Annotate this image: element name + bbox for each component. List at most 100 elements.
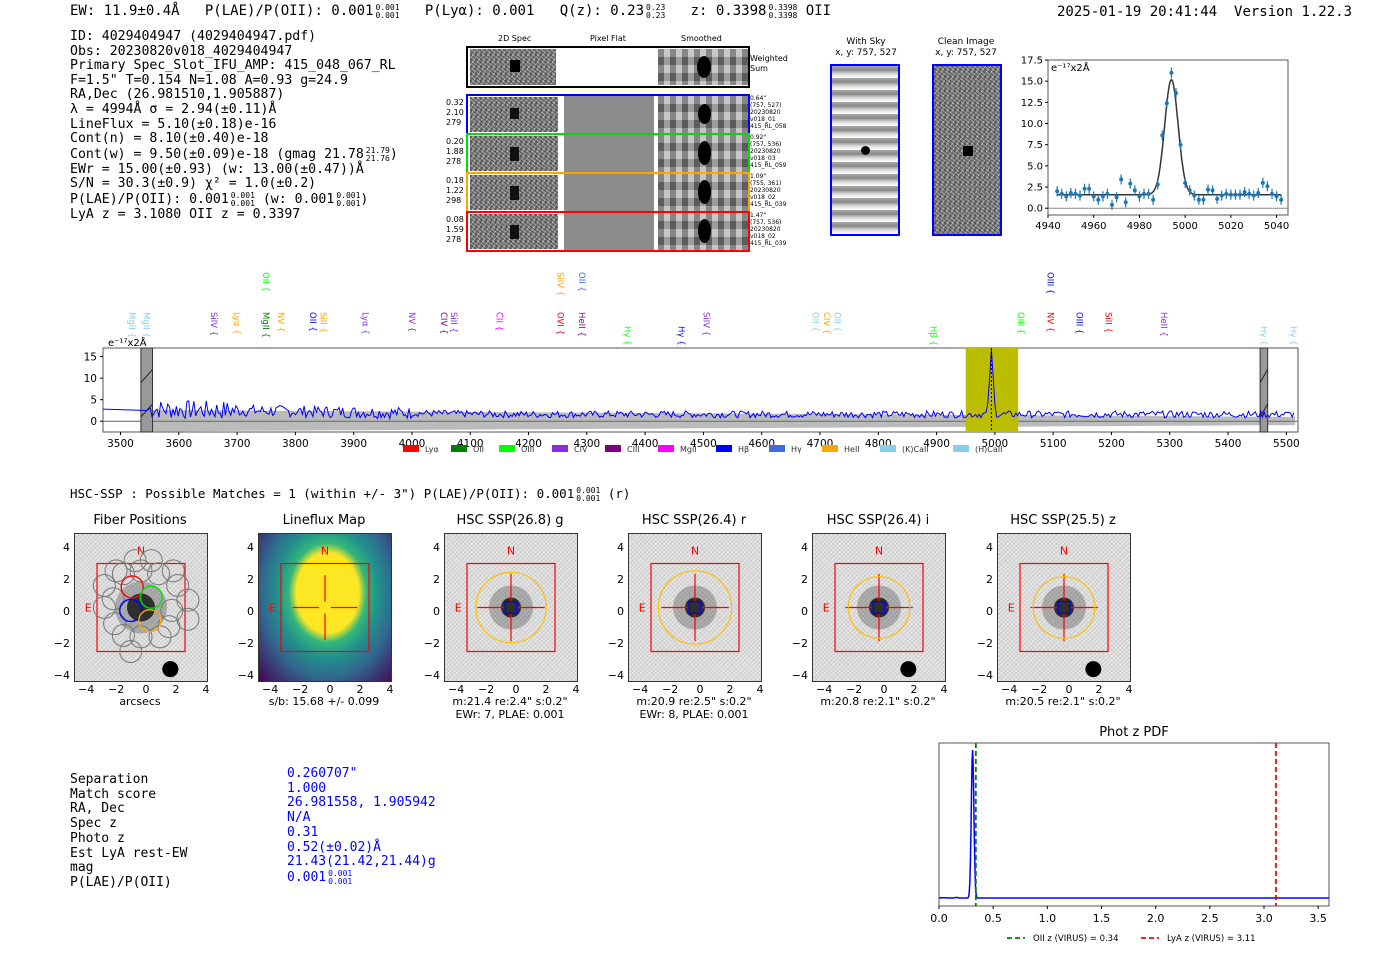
- match-label: Est LyA rest-EW: [70, 845, 188, 861]
- data-point: [1073, 191, 1078, 196]
- fiber-stat: 0.08: [446, 215, 464, 224]
- hsc-panel-title: HSC SSP(26.8) g: [456, 513, 564, 528]
- y-tick-label: 5.0: [1027, 161, 1043, 172]
- pdf-curve: [938, 749, 1329, 899]
- aperture-box: [280, 562, 370, 653]
- legend-swatch: [716, 445, 732, 452]
- line-name: NV {: [275, 312, 285, 332]
- aperture-box: [1019, 562, 1109, 653]
- fiber-stat: 1.88: [446, 147, 464, 156]
- north-label: N: [1060, 545, 1068, 558]
- x-tick-label: 4200: [515, 438, 542, 450]
- data-point: [1279, 197, 1284, 202]
- fiber-row: [466, 211, 750, 252]
- data-point: [1096, 197, 1101, 202]
- x-tick-label: 3700: [224, 438, 251, 450]
- y-tick-label: 0.0: [1027, 204, 1043, 215]
- match-label: Separation: [70, 772, 149, 787]
- observation: Obs: 20230820v018_4029404947: [70, 43, 293, 59]
- match-value: N/A: [287, 810, 311, 826]
- clean-xy: x, y: 757, 527: [935, 48, 997, 58]
- emission-line-label: OIII {: [1073, 312, 1083, 334]
- fiber-info-line: 20230820: [750, 109, 781, 116]
- summary-header: EW: 11.9±0.4Å P(LAE)/P(OII): 0.001 0.001 0…: [70, 3, 831, 20]
- legend-label: LyA z (VIRUS) = 3.11: [1167, 934, 1256, 944]
- match-plae-range: 0.001 0.001: [328, 869, 352, 886]
- fiber-info-line: (757, 536): [750, 219, 782, 226]
- aperture-box: [834, 562, 924, 653]
- x-tick-label: 1.0: [1039, 912, 1057, 925]
- x-tick-label: 3.0: [1255, 912, 1273, 925]
- match-value: 0.52(±0.02)Å: [287, 839, 381, 855]
- fiber-left-stats: 0.18 1.22 298: [446, 176, 464, 206]
- panel-caption: m:21.4 re:2.4" s:0.2": [452, 695, 568, 708]
- source-blob: [510, 186, 519, 200]
- data-point: [1242, 190, 1247, 195]
- z-upper: 0.3398: [768, 3, 798, 12]
- line-name: OII {: [260, 272, 270, 292]
- legend-swatch: [552, 445, 568, 452]
- x-tick-label: 2: [1095, 683, 1103, 696]
- line-name: OII {: [809, 312, 819, 332]
- z-value: z: 0.3398: [690, 3, 767, 19]
- east-label: E: [1008, 602, 1015, 615]
- x-tick-label: 2: [910, 683, 918, 696]
- x-tick-label: 0.0: [930, 912, 948, 925]
- y-tick-label: 15: [84, 352, 97, 364]
- catalog-match-box: [504, 600, 518, 615]
- legend-swatch: [880, 445, 896, 452]
- data-point: [1260, 180, 1265, 185]
- source-blob: [510, 225, 519, 239]
- qz-upper: 0.23: [646, 3, 666, 12]
- fiber-circle: [111, 623, 135, 647]
- fiber-left-stats: 0.08 1.59 278: [446, 215, 464, 245]
- match-label: RA, Dec: [70, 801, 125, 817]
- panel-caption: m:20.9 re:2.5" s:0.2": [636, 695, 752, 708]
- weighted-sum-label: Weighted Sum: [750, 54, 788, 73]
- fiber-info-line: v018_02: [750, 194, 776, 201]
- data-point: [1059, 191, 1064, 196]
- emission-line-label: OII {: [809, 312, 819, 332]
- hsc-panel-title: Lineflux Map: [282, 513, 366, 528]
- match-value: 0.260707": [287, 766, 358, 781]
- north-label: N: [321, 545, 329, 558]
- source-blob: [510, 60, 520, 72]
- smoothed-blob: [697, 56, 711, 78]
- fiber-info-line: 20230820: [750, 148, 781, 155]
- x-tick-label: 3600: [165, 438, 192, 450]
- emission-line-label: SiII {: [317, 312, 327, 333]
- fiber-info-line: 0.64": [750, 95, 767, 102]
- x-tick-label: 5020: [1218, 221, 1243, 232]
- fiber-info-line: 1.47": [750, 212, 767, 219]
- east-label: E: [455, 602, 462, 615]
- legend-swatch: [822, 445, 838, 452]
- data-point: [1160, 133, 1165, 138]
- match-value: 0.31: [287, 824, 319, 840]
- x-tick-label: 4: [572, 683, 580, 696]
- fiber-pixelflat-image: [564, 213, 654, 250]
- data-point: [1087, 186, 1092, 191]
- legend-swatch: [953, 445, 969, 452]
- fiber-stat: 0.20: [446, 137, 464, 146]
- mask-hatch: [140, 369, 153, 383]
- data-point: [1178, 142, 1183, 147]
- x-tick-label: 4: [756, 683, 764, 696]
- y-tick-label: 0: [433, 605, 440, 618]
- panel-caption: s/b: 15.68 +/- 0.099: [268, 695, 380, 708]
- data-point: [1137, 194, 1142, 199]
- with-sky-label: With Sky: [846, 37, 886, 47]
- weighted-sum-row: [466, 46, 750, 88]
- source-halo: [489, 585, 533, 630]
- data-point: [1187, 188, 1192, 193]
- x-tick-label: 4300: [573, 438, 600, 450]
- y-tick-label: 2: [63, 573, 70, 586]
- match-label: P(LAE)/P(OII): [70, 874, 172, 890]
- line-fit-chart: 0.0 2.5 5.0 7.5 10.0 12.5 15.0 17.5 4940 4960 4980…: [1021, 56, 1290, 233]
- y-tick-label: 5: [90, 395, 97, 407]
- primary-spec: Primary Spec_Slot_IFU_AMP: 415_048_067_R…: [70, 58, 396, 74]
- ellipse-aperture: [657, 570, 733, 645]
- emission-line-label: Hγ {: [622, 326, 632, 346]
- match-value: 1.000: [287, 780, 327, 796]
- line-name: NV {: [1044, 312, 1054, 332]
